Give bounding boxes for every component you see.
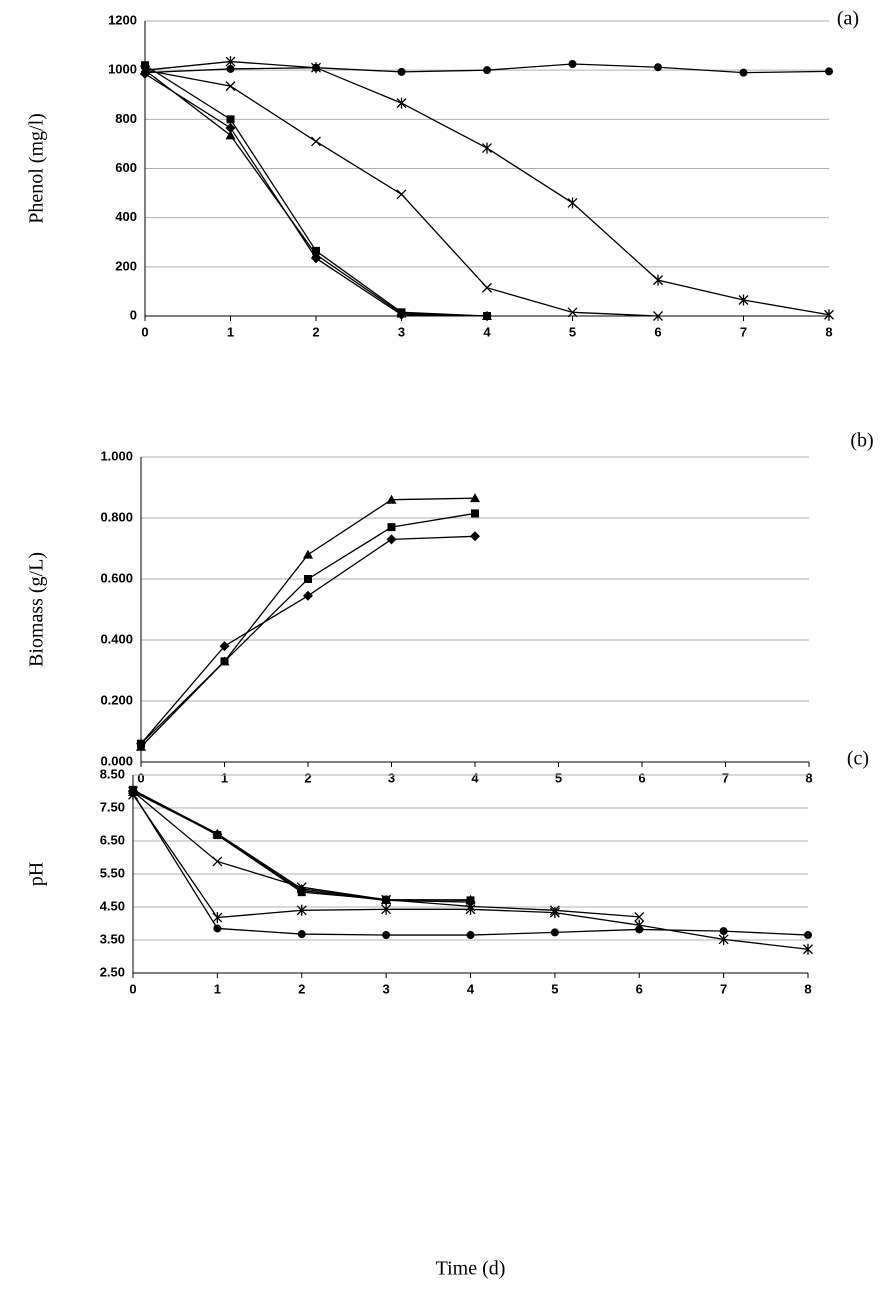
marker bbox=[304, 575, 312, 583]
y-tick-label: 0.800 bbox=[100, 509, 133, 524]
x-tick-label: 5 bbox=[551, 981, 558, 996]
y-tick-label: 6.50 bbox=[100, 832, 125, 847]
series-line bbox=[145, 62, 829, 315]
y-tick-label: 1000 bbox=[108, 62, 137, 77]
y-tick-label: 800 bbox=[115, 111, 137, 126]
y-tick-label: 0.600 bbox=[100, 570, 133, 585]
panel-tag: (c) bbox=[847, 748, 869, 770]
x-tick-label: 2 bbox=[304, 770, 311, 785]
x-tick-label: 3 bbox=[398, 324, 405, 339]
x-tick-label: 2 bbox=[298, 981, 305, 996]
marker bbox=[654, 63, 662, 71]
x-tick-label: 8 bbox=[805, 770, 812, 785]
marker bbox=[382, 931, 390, 939]
x-tick-label: 3 bbox=[388, 770, 395, 785]
x-tick-label: 5 bbox=[569, 324, 576, 339]
x-tick-label: 4 bbox=[483, 324, 491, 339]
marker bbox=[568, 197, 577, 208]
x-tick-label: 3 bbox=[383, 981, 390, 996]
marker bbox=[470, 531, 480, 541]
marker bbox=[388, 523, 396, 531]
x-tick-label: 0 bbox=[141, 324, 148, 339]
figure: 020040060080010001200012345678Phenol (mg… bbox=[0, 0, 881, 1291]
marker bbox=[312, 137, 321, 146]
y-tick-label: 400 bbox=[115, 209, 137, 224]
series-line bbox=[145, 65, 487, 316]
y-axis-label: Biomass (g/L) bbox=[26, 552, 48, 667]
marker bbox=[303, 591, 313, 601]
x-tick-label: 8 bbox=[804, 981, 811, 996]
y-tick-label: 5.50 bbox=[100, 865, 125, 880]
y-tick-label: 7.50 bbox=[100, 799, 125, 814]
panel-tag: (b) bbox=[850, 430, 873, 452]
marker bbox=[397, 190, 406, 199]
series-line bbox=[145, 74, 487, 316]
marker bbox=[398, 68, 406, 76]
marker bbox=[483, 143, 492, 154]
marker bbox=[213, 857, 222, 866]
panel-tag: (a) bbox=[837, 8, 859, 30]
series-line bbox=[133, 790, 471, 901]
series-line bbox=[133, 790, 471, 900]
marker bbox=[825, 67, 833, 75]
x-tick-label: 6 bbox=[654, 324, 661, 339]
marker bbox=[467, 931, 475, 939]
x-tick-label: 5 bbox=[555, 770, 562, 785]
y-tick-label: 1.000 bbox=[100, 448, 133, 463]
x-tick-label: 4 bbox=[471, 770, 479, 785]
marker bbox=[221, 657, 229, 665]
x-tick-label: 7 bbox=[740, 324, 747, 339]
y-tick-label: 0 bbox=[130, 307, 137, 322]
y-tick-label: 600 bbox=[115, 160, 137, 175]
y-tick-label: 2.50 bbox=[100, 964, 125, 979]
y-tick-label: 0.400 bbox=[100, 631, 133, 646]
y-tick-label: 1200 bbox=[108, 12, 137, 27]
x-tick-label: 6 bbox=[636, 981, 643, 996]
y-axis-label: Phenol (mg/l) bbox=[26, 113, 48, 224]
marker bbox=[551, 928, 559, 936]
x-tick-label: 2 bbox=[312, 324, 319, 339]
x-tick-label: 1 bbox=[221, 770, 228, 785]
y-tick-label: 8.50 bbox=[100, 766, 125, 781]
marker bbox=[303, 550, 313, 559]
x-tick-label: 8 bbox=[825, 324, 832, 339]
y-tick-label: 3.50 bbox=[100, 931, 125, 946]
panel: 0 200 400 600 800 1000 1200 0 1 2 3 4 5 6 7 8 Phenol (mg… bbox=[26, 8, 860, 340]
series-line bbox=[141, 513, 475, 743]
x-tick-label: 1 bbox=[214, 981, 221, 996]
x-tick-label: 0 bbox=[129, 981, 136, 996]
y-tick-label: 200 bbox=[115, 258, 137, 273]
marker bbox=[387, 534, 397, 544]
marker bbox=[483, 66, 491, 74]
marker bbox=[471, 509, 479, 517]
panel: 2.50 3.50 4.50 5.50 6.50 7.50 8.50 0 1 2 3 4 5 6 7 8 pH (… bbox=[26, 748, 870, 1280]
x-tick-label: 6 bbox=[638, 770, 645, 785]
marker bbox=[654, 275, 663, 286]
x-tick-label: 7 bbox=[720, 981, 727, 996]
y-tick-label: 4.50 bbox=[100, 898, 125, 913]
x-tick-label: 1 bbox=[227, 324, 234, 339]
marker bbox=[213, 924, 221, 932]
marker bbox=[298, 930, 306, 938]
marker bbox=[740, 69, 748, 77]
x-tick-label: 4 bbox=[467, 981, 475, 996]
marker bbox=[397, 98, 406, 109]
marker bbox=[569, 60, 577, 68]
series-line bbox=[133, 795, 808, 949]
y-axis-label: pH bbox=[26, 862, 48, 886]
marker bbox=[804, 931, 812, 939]
marker bbox=[483, 283, 492, 292]
series-line bbox=[141, 498, 475, 747]
x-tick-label: 0 bbox=[137, 770, 144, 785]
y-tick-label: 0.200 bbox=[100, 692, 133, 707]
marker bbox=[227, 115, 235, 123]
x-tick-label: 7 bbox=[722, 770, 729, 785]
x-axis-label: Time (d) bbox=[436, 1258, 506, 1280]
